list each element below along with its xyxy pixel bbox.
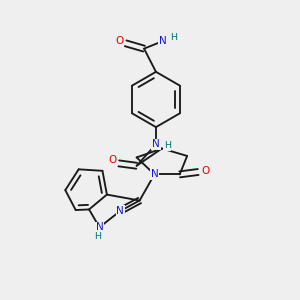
Text: O: O (115, 36, 123, 46)
Text: H: H (164, 141, 171, 150)
Text: N: N (159, 36, 167, 46)
Text: N: N (96, 222, 103, 232)
Text: H: H (94, 232, 101, 241)
Text: N: N (152, 140, 160, 149)
Text: N: N (151, 169, 158, 179)
Text: H: H (170, 33, 177, 42)
Text: O: O (108, 155, 116, 165)
Text: O: O (202, 166, 210, 176)
Text: N: N (116, 206, 124, 216)
